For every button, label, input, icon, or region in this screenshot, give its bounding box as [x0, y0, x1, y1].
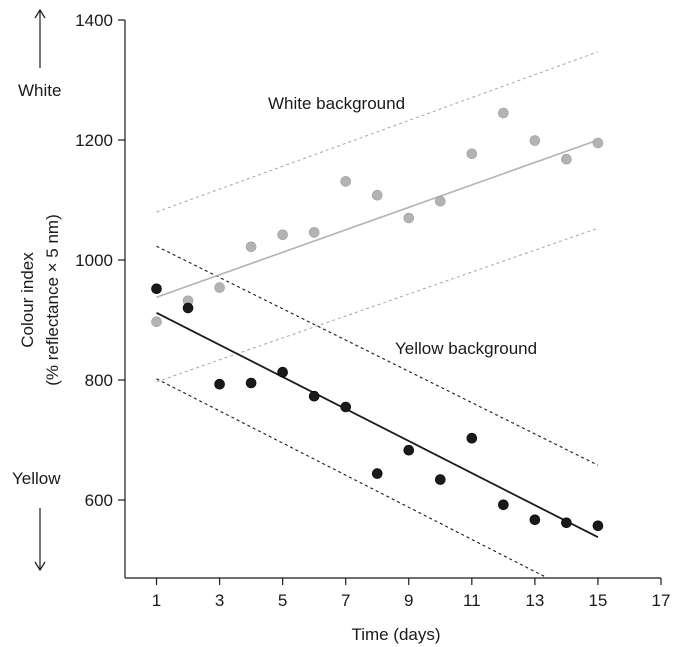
yellow-data-point — [466, 432, 478, 444]
yellow-data-point — [214, 378, 225, 390]
y-ticks: 600 800 1000 1200 1400 — [75, 11, 125, 510]
x-tick-label: 5 — [278, 591, 287, 610]
y-tick-label: 1000 — [75, 251, 113, 270]
up-arrow — [34, 8, 46, 68]
white-data-point — [466, 148, 478, 160]
white-bound-line — [156, 51, 599, 213]
x-tick-label: 7 — [341, 591, 350, 610]
yellow-bound-line — [156, 378, 548, 579]
yellow-data-point — [340, 401, 352, 413]
yellow-data-point — [434, 474, 446, 485]
y-tick-label: 1400 — [75, 11, 113, 30]
y-axis-subtitle: (% reflectance × 5 nm) — [43, 214, 62, 386]
y-tick-label: 800 — [85, 371, 113, 390]
yellow-data-point — [308, 390, 320, 402]
axes — [124, 20, 661, 579]
x-ticks: 1 3 5 7 9 11 13 15 17 — [152, 578, 671, 610]
yellow-data-point — [151, 283, 162, 295]
white-data-point — [529, 135, 541, 146]
yellow-data-point — [245, 377, 257, 389]
yellow-end-label: Yellow — [12, 469, 61, 488]
x-tick-label: 15 — [588, 591, 607, 610]
x-tick-label: 11 — [463, 591, 481, 610]
white-data-point — [340, 176, 352, 187]
y-tick-label: 1200 — [75, 131, 113, 150]
yellow-data-point — [182, 302, 194, 314]
white-data-point — [592, 137, 604, 149]
white-end-label: White — [18, 81, 61, 100]
x-axis-title: Time (days) — [351, 625, 440, 644]
white-data-point — [214, 282, 225, 293]
x-tick-label: 3 — [215, 591, 224, 610]
white-data-point — [308, 227, 320, 238]
white-background-label: White background — [268, 94, 405, 113]
data-points — [151, 107, 604, 532]
down-arrow — [34, 508, 46, 572]
y-tick-label: 600 — [85, 491, 113, 510]
x-tick-label: 13 — [525, 591, 544, 610]
yellow-data-point — [403, 444, 415, 456]
white-fit-line — [156, 139, 599, 298]
x-tick-label: 1 — [152, 591, 161, 610]
white-data-point — [151, 316, 162, 328]
white-data-point — [561, 153, 572, 165]
white-bound-line — [156, 227, 599, 383]
fit-lines — [156, 139, 599, 539]
yellow-bound-line — [156, 245, 599, 466]
y-axis-title: Colour index — [18, 252, 37, 348]
white-data-point — [277, 229, 288, 241]
yellow-data-point — [498, 499, 509, 511]
yellow-data-point — [371, 468, 383, 479]
yellow-data-point — [592, 520, 604, 532]
yellow-background-label: Yellow background — [395, 339, 537, 358]
white-data-point — [403, 212, 415, 224]
white-data-point — [498, 107, 509, 119]
white-data-point — [245, 241, 257, 253]
white-data-point — [371, 189, 383, 201]
confidence-bounds — [156, 51, 599, 579]
yellow-data-point — [277, 366, 288, 378]
white-data-point — [434, 195, 446, 207]
yellow-data-point — [561, 517, 572, 529]
x-tick-label: 9 — [404, 591, 413, 610]
yellow-fit-line — [156, 311, 599, 539]
x-tick-label: 17 — [652, 591, 671, 610]
yellow-data-point — [529, 514, 541, 526]
